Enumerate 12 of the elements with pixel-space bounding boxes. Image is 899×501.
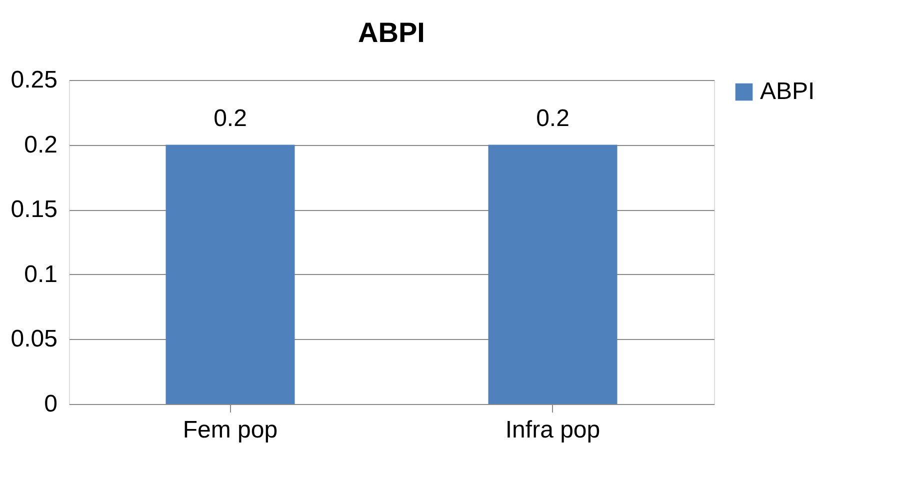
y-tick-label: 0: [44, 390, 58, 418]
y-tick-label: 0.2: [24, 131, 58, 158]
y-tick-label: 0.1: [24, 260, 58, 288]
y-tick-label: 0.15: [10, 196, 58, 224]
legend-label: ABPI: [760, 78, 815, 105]
y-tick-label: 0.05: [10, 326, 58, 353]
x-tick-label: Fem pop: [182, 416, 278, 444]
x-tick-label: Infra pop: [505, 416, 600, 444]
y-tick-label: 0.25: [10, 66, 58, 94]
data-label: 0.2: [536, 104, 570, 132]
data-label: 0.2: [214, 104, 247, 132]
chart-title: ABPI: [358, 17, 425, 48]
